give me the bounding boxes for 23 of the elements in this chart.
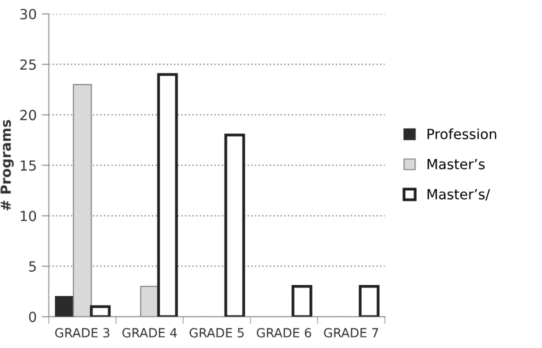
legend-label: Profession (428, 128, 496, 140)
legend-label: Master’s/ (428, 189, 490, 201)
bar (292, 285, 312, 317)
x-tick-label: GRADE 7 (324, 328, 378, 338)
y-tick-label: 20 (20, 110, 36, 120)
y-tick-label: 10 (20, 210, 36, 222)
y-tick-label: 15 (20, 160, 36, 171)
bar (72, 84, 92, 317)
bar (54, 296, 74, 317)
bar (224, 134, 246, 317)
x-tick-label: GRADE 5 (190, 328, 244, 338)
y-axis-title: # Programs (0, 120, 14, 210)
x-tick-label: GRADE 3 (55, 328, 110, 338)
y-tick-label: 25 (20, 59, 36, 70)
bar (90, 305, 111, 317)
x-tick-label: GRADE 6 (256, 328, 312, 338)
y-tick-label: 30 (20, 8, 36, 20)
legend-label: Master’s (428, 159, 485, 170)
y-tick-label: 5 (29, 261, 36, 272)
bar (358, 285, 380, 317)
x-tick-label: GRADE 4 (122, 328, 177, 338)
bar (157, 73, 178, 317)
y-tick-label: 0 (29, 312, 36, 322)
